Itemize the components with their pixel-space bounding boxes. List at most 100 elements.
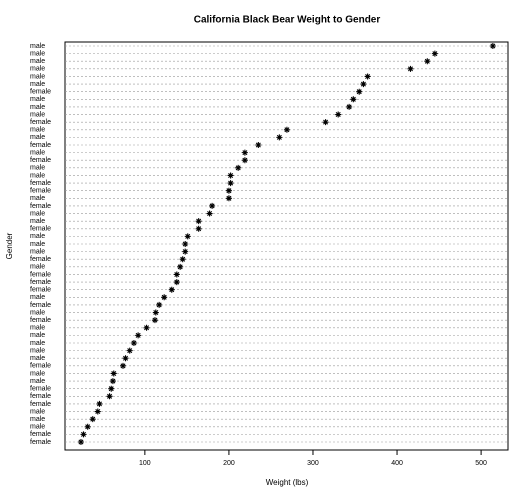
y-tick-label: male: [30, 408, 45, 415]
y-tick-label: female: [30, 142, 51, 149]
point: [173, 279, 180, 286]
y-tick-label: female: [30, 271, 51, 278]
y-tick-label: female: [30, 119, 51, 126]
y-tick-label: male: [30, 149, 45, 156]
point: [424, 58, 431, 65]
point: [227, 180, 234, 187]
point: [206, 210, 213, 217]
y-tick-label: female: [30, 439, 51, 446]
point: [182, 248, 189, 255]
point: [156, 301, 163, 308]
point: [89, 416, 96, 423]
y-tick-label: female: [30, 226, 51, 233]
point: [126, 347, 133, 354]
y-tick-label: male: [30, 104, 45, 111]
point: [356, 88, 363, 95]
point: [235, 164, 242, 171]
x-tick-label: 300: [307, 460, 319, 467]
y-tick-label: male: [30, 264, 45, 271]
point: [346, 103, 353, 110]
point: [195, 218, 202, 225]
point: [135, 332, 142, 339]
y-axis-label: Gender: [5, 232, 14, 259]
plot-frame: [64, 41, 509, 451]
point: [106, 393, 113, 400]
point: [241, 157, 248, 164]
y-tick-label: male: [30, 172, 45, 179]
y-tick-label: female: [30, 287, 51, 294]
x-tick-label: 200: [223, 460, 235, 467]
point: [110, 370, 117, 377]
point: [96, 400, 103, 407]
x-tick-label: 400: [391, 460, 403, 467]
x-tick-label: 500: [475, 460, 487, 467]
point: [122, 355, 129, 362]
point: [335, 111, 342, 118]
point: [350, 96, 357, 103]
y-tick-label: male: [30, 347, 45, 354]
y-tick-label: female: [30, 386, 51, 393]
y-tick-label: female: [30, 89, 51, 96]
y-tick-label: female: [30, 279, 51, 286]
point: [161, 294, 168, 301]
y-tick-label: male: [30, 127, 45, 134]
point: [120, 362, 127, 369]
y-tick-label: male: [30, 332, 45, 339]
y-tick-label: male: [30, 340, 45, 347]
y-tick-label: male: [30, 370, 45, 377]
y-tick-label: male: [30, 294, 45, 301]
y-tick-label: male: [30, 416, 45, 423]
y-tick-label: female: [30, 203, 51, 210]
y-tick-label: male: [30, 233, 45, 240]
x-axis-label: Weight (lbs): [266, 478, 309, 487]
y-tick-label: female: [30, 317, 51, 324]
point: [283, 126, 290, 133]
point: [360, 81, 367, 88]
y-tick-label: male: [30, 73, 45, 80]
point: [489, 43, 496, 49]
y-tick-label: male: [30, 355, 45, 362]
point: [94, 408, 101, 415]
point: [109, 378, 116, 385]
point: [364, 73, 371, 80]
y-tick-label: male: [30, 218, 45, 225]
y-tick-label: male: [30, 50, 45, 57]
y-tick-label: male: [30, 248, 45, 255]
y-tick-label: male: [30, 43, 45, 50]
point: [276, 134, 283, 141]
y-tick-label: male: [30, 195, 45, 202]
y-tick-label: male: [30, 134, 45, 141]
y-tick-label: male: [30, 378, 45, 385]
y-tick-label: male: [30, 96, 45, 103]
y-tick-label: male: [30, 424, 45, 431]
point: [179, 256, 186, 263]
y-tick-label: female: [30, 302, 51, 309]
y-tick-label: female: [30, 431, 51, 438]
y-tick-label: female: [30, 256, 51, 263]
y-tick-label: male: [30, 81, 45, 88]
chart-title: California Black Bear Weight to Gender: [194, 15, 381, 26]
point: [80, 431, 87, 438]
point: [168, 286, 175, 293]
y-tick-label: male: [30, 325, 45, 332]
y-tick-label: male: [30, 111, 45, 118]
point: [184, 233, 191, 240]
point: [225, 195, 232, 202]
y-tick-label: female: [30, 363, 51, 370]
point: [177, 263, 184, 270]
x-tick-label: 100: [139, 460, 151, 467]
point: [407, 65, 414, 72]
point: [143, 324, 150, 331]
y-tick-label: female: [30, 157, 51, 164]
y-tick-label: male: [30, 58, 45, 65]
point: [225, 187, 232, 194]
y-tick-label: female: [30, 188, 51, 195]
point: [182, 241, 189, 247]
point: [84, 423, 91, 430]
y-tick-label: male: [30, 210, 45, 217]
point: [195, 225, 202, 232]
point: [431, 50, 438, 57]
y-tick-label: male: [30, 66, 45, 73]
y-tick-label: female: [30, 393, 51, 400]
